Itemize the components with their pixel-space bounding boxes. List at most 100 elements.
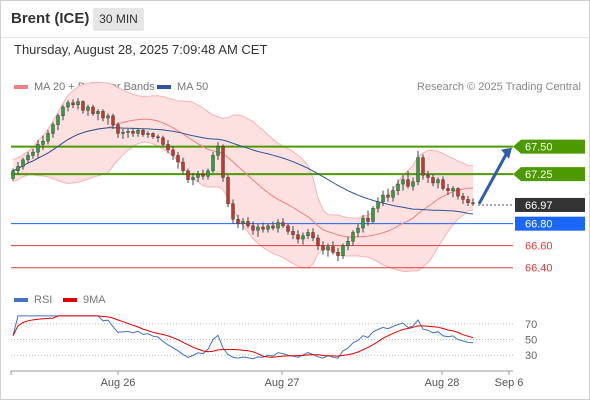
- candle: [341, 245, 345, 256]
- instrument-name: Brent (ICE): [11, 10, 90, 27]
- candle: [326, 246, 330, 251]
- candle: [221, 146, 225, 178]
- candle: [461, 195, 465, 200]
- candle: [401, 179, 405, 185]
- credit-text: Research © 2025 Trading Central: [416, 81, 581, 93]
- candle: [141, 129, 145, 135]
- candle: [21, 159, 25, 167]
- candle: [151, 133, 155, 137]
- candle: [351, 232, 355, 242]
- candle: [231, 203, 235, 220]
- candle: [196, 173, 200, 178]
- candle: [136, 129, 140, 134]
- candle: [241, 221, 245, 224]
- candle: [146, 133, 150, 135]
- candle: [281, 222, 285, 227]
- candle: [391, 190, 395, 198]
- candle: [191, 177, 195, 180]
- candle: [91, 106, 95, 114]
- candle: [11, 170, 15, 179]
- candle: [371, 208, 375, 222]
- legend-rsi-swatch: [14, 298, 28, 302]
- candle: [296, 234, 300, 240]
- candle: [181, 161, 185, 172]
- x-tick-label: Aug 26: [101, 377, 136, 389]
- candle: [31, 151, 35, 156]
- price-tag-67.25: [513, 167, 585, 182]
- candle: [406, 179, 410, 187]
- candle: [121, 132, 125, 134]
- candle: [216, 146, 220, 156]
- candle: [126, 131, 130, 133]
- price-tag-66.80: [515, 216, 585, 231]
- candle: [376, 201, 380, 209]
- candle: [76, 101, 80, 106]
- candle: [321, 245, 325, 251]
- price-label-66.80: 66.80: [525, 219, 553, 231]
- candle: [451, 188, 455, 191]
- candle: [251, 225, 255, 231]
- candle: [426, 175, 430, 178]
- candle: [381, 194, 385, 202]
- rsi-line: [12, 315, 474, 360]
- candle: [446, 188, 450, 191]
- candle: [456, 188, 460, 197]
- candle: [466, 199, 470, 203]
- candle: [176, 155, 180, 163]
- candle: [206, 170, 210, 177]
- candle: [246, 221, 250, 227]
- legend-9ma-swatch: [63, 298, 77, 302]
- legend-9ma-label: 9MA: [83, 294, 106, 306]
- candle: [106, 115, 110, 119]
- candle: [306, 232, 310, 236]
- candle: [161, 137, 165, 145]
- candle: [286, 225, 290, 232]
- candle: [156, 136, 160, 139]
- candle: [421, 157, 425, 176]
- rsi-tick-label: 70: [525, 319, 537, 331]
- candle: [276, 222, 280, 229]
- legend-9ma: 9MA: [63, 294, 106, 306]
- price-tag-66.97: [515, 197, 585, 212]
- legend-rsi-label: RSI: [34, 294, 53, 306]
- header-bar: Brent (ICE) 30 MIN: [1, 1, 589, 38]
- forecast-arrow-shaft: [477, 152, 509, 205]
- candle: [111, 115, 115, 125]
- rsi-9ma-line: [12, 315, 474, 358]
- candle: [271, 225, 275, 229]
- candle: [416, 157, 420, 183]
- candle: [56, 115, 60, 125]
- candle: [211, 155, 215, 172]
- x-tick-label: Sep 6: [495, 377, 524, 389]
- candle: [16, 166, 20, 172]
- bollinger-band-fill: [13, 82, 473, 272]
- candle: [166, 144, 170, 151]
- price-label-66.40: 66.40: [525, 263, 553, 275]
- price-tag-67.50: [513, 139, 585, 154]
- candle: [46, 133, 50, 142]
- candle: [66, 102, 70, 108]
- candle: [301, 235, 305, 240]
- legend-rsi: RSI: [14, 294, 52, 306]
- candle: [336, 252, 340, 256]
- price-label-67.25: 67.25: [525, 169, 553, 181]
- candle: [116, 124, 120, 134]
- candle: [256, 226, 260, 231]
- candle: [226, 177, 230, 205]
- candle: [311, 232, 315, 239]
- candle: [26, 155, 30, 161]
- timeframe-button[interactable]: 30 MIN: [93, 8, 144, 31]
- ma50-line: [12, 127, 474, 215]
- candle: [236, 219, 240, 224]
- candle: [436, 179, 440, 184]
- candle: [291, 231, 295, 235]
- candle: [86, 106, 90, 111]
- candle: [386, 194, 390, 198]
- candle: [41, 140, 45, 145]
- candle: [331, 246, 335, 253]
- x-tick-label: Aug 28: [425, 377, 460, 389]
- candle: [36, 144, 40, 153]
- candle: [441, 179, 445, 189]
- candle: [471, 202, 475, 205]
